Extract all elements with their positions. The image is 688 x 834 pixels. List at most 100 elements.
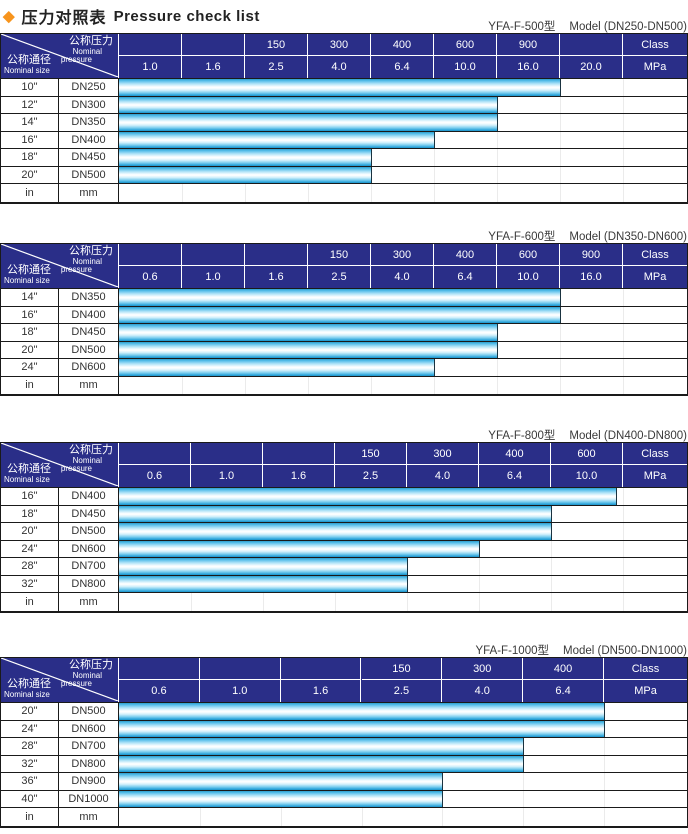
- mpa-value-cell: 6.4: [371, 56, 434, 78]
- pressure-range-bar: [119, 131, 435, 148]
- dn-size-cell: DN300: [59, 96, 119, 113]
- mpa-unit-cell: MPa: [643, 61, 667, 73]
- diagonal-divider: [1, 658, 118, 701]
- dn-size-cell: DN400: [59, 488, 119, 505]
- pressure-range-bar: [119, 558, 408, 575]
- table-row: 28" DN700: [1, 558, 687, 576]
- mpa-unit-cell: MPa: [643, 470, 667, 482]
- nominal-size-label-zh: 公称通径: [7, 54, 51, 66]
- dn-size-cell: DN450: [59, 505, 119, 522]
- diamond-icon: ◆: [3, 7, 15, 25]
- class-value-cell: [182, 244, 245, 266]
- dn-size-cell: DN450: [59, 324, 119, 341]
- mpa-value-cell: 1.6: [245, 266, 308, 288]
- table-header: 公称压力 Nominal pressure 公称通径 Nominal size 0.6 1.…: [1, 244, 687, 289]
- class-value-cell: 300: [371, 244, 434, 266]
- table-row: 14" DN350: [1, 289, 687, 307]
- inch-size-cell: 20": [1, 341, 59, 358]
- table-row: 20" DN500: [1, 341, 687, 359]
- class-value-cell: 900: [560, 244, 623, 266]
- nominal-pressure-label-en1: Nominal: [72, 47, 102, 56]
- inch-size-cell: 32": [1, 755, 59, 772]
- nominal-pressure-label-zh: 公称压力: [69, 444, 113, 456]
- mpa-value-cell: 2.5: [245, 56, 308, 78]
- table-row: 32" DN800: [1, 755, 687, 773]
- nominal-pressure-label-en2: pressure: [60, 265, 92, 274]
- pressure-table: 公称压力 Nominal pressure 公称通径 Nominal size 0.6 1.…: [0, 657, 688, 828]
- nominal-pressure-label-en1: Nominal: [72, 456, 102, 465]
- inch-size-cell: 24": [1, 540, 59, 557]
- table-row: 24" DN600: [1, 540, 687, 558]
- class-value-cell: [119, 34, 182, 56]
- nominal-pressure-label-zh: 公称压力: [69, 35, 113, 47]
- class-value-cell: 400: [479, 443, 551, 465]
- pressure-range-bar: [119, 523, 552, 540]
- mpa-value-cell: 20.0: [560, 56, 623, 78]
- class-value-cell: 400: [434, 244, 497, 266]
- table-header: 公称压力 Nominal pressure 公称通径 Nominal size 0.6 1.…: [1, 443, 687, 488]
- model-name: YFA-F-600型: [488, 231, 556, 243]
- class-unit-cell: Class: [604, 658, 687, 680]
- column-guide: [497, 79, 498, 202]
- model-range: Model (DN500-DN1000): [563, 645, 687, 657]
- table-footer-row: in mm: [1, 593, 687, 611]
- mpa-unit-cell: MPa: [643, 271, 667, 283]
- table-row: 16" DN400: [1, 131, 687, 149]
- column-guide: [623, 488, 624, 611]
- class-value-cell: 400: [371, 34, 434, 56]
- pressure-range-bar: [119, 575, 408, 592]
- table-row: 14" DN350: [1, 114, 687, 132]
- class-value-cell: [263, 443, 335, 465]
- pressure-range-bar: [119, 166, 372, 183]
- pressure-range-bar: [119, 149, 372, 166]
- mpa-value-cell: 4.0: [442, 680, 524, 702]
- table-row: 20" DN500: [1, 703, 687, 721]
- column-guide: [623, 79, 624, 202]
- table-header: 公称压力 Nominal pressure 公称通径 Nominal size 1.0 1.…: [1, 34, 687, 79]
- inch-size-cell: 40": [1, 790, 59, 807]
- class-value-cell: [119, 658, 200, 680]
- pressure-range-bar: [119, 79, 561, 96]
- inch-size-cell: 14": [1, 289, 59, 306]
- model-name: YFA-F-500型: [488, 21, 556, 33]
- table-footer-row: in mm: [1, 808, 687, 826]
- table-footer-row: in mm: [1, 184, 687, 202]
- diagonal-divider: [1, 34, 118, 77]
- pressure-range-bar: [119, 96, 498, 113]
- pressure-range-bar: [119, 488, 617, 505]
- class-value-cell: [245, 244, 308, 266]
- inch-size-cell: 18": [1, 149, 59, 166]
- dn-size-cell: DN500: [59, 703, 119, 720]
- inch-size-cell: 14": [1, 114, 59, 131]
- table-row: 36" DN900: [1, 773, 687, 791]
- inch-size-cell: 28": [1, 738, 59, 755]
- mpa-value-cell: 0.6: [119, 465, 191, 487]
- class-value-cell: 300: [308, 34, 371, 56]
- inch-size-cell: 12": [1, 96, 59, 113]
- mpa-value-cell: 6.4: [523, 680, 604, 702]
- dn-size-cell: DN800: [59, 575, 119, 592]
- dn-size-cell: DN250: [59, 79, 119, 96]
- pressure-table: 公称压力 Nominal pressure 公称通径 Nominal size 1.0 1.…: [0, 33, 688, 204]
- pressure-range-bar: [119, 703, 605, 720]
- dn-size-cell: DN700: [59, 558, 119, 575]
- class-value-cell: 600: [551, 443, 623, 465]
- mm-unit-cell: mm: [59, 593, 119, 611]
- mpa-value-cell: 10.0: [551, 465, 623, 487]
- table-row: 10" DN250: [1, 79, 687, 97]
- dn-size-cell: DN600: [59, 359, 119, 376]
- diagonal-divider: [1, 443, 118, 486]
- inch-size-cell: 36": [1, 773, 59, 790]
- table-footer-row: in mm: [1, 376, 687, 394]
- table-row: 24" DN600: [1, 359, 687, 377]
- inch-size-cell: 18": [1, 505, 59, 522]
- class-value-cell: [182, 34, 245, 56]
- column-guide: [560, 289, 561, 394]
- mm-unit-cell: mm: [59, 376, 119, 394]
- nominal-pressure-label-en2: pressure: [60, 464, 92, 473]
- mpa-value-cell: 2.5: [362, 680, 443, 702]
- inch-size-cell: 28": [1, 558, 59, 575]
- class-value-cell: 300: [407, 443, 479, 465]
- table-body: 20" DN500 24" DN600 28" DN700 32" DN800 36" DN900…: [1, 703, 687, 826]
- pressure-range-bar: [119, 114, 498, 131]
